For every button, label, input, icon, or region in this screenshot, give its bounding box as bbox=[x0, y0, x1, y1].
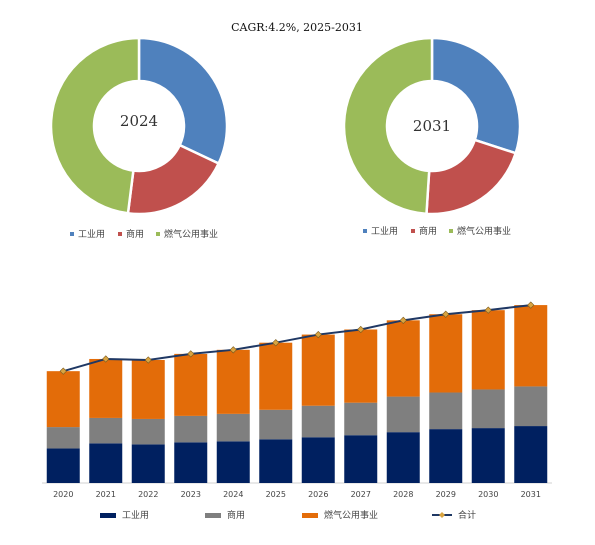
donut-slice-0-2 bbox=[49, 36, 141, 215]
total-marker-2021 bbox=[102, 355, 110, 363]
legend-swatch-0-0 bbox=[70, 232, 74, 236]
legend-label-0-2: 燃气公用事业 bbox=[164, 228, 218, 240]
x-tick-label-2024: 2024 bbox=[223, 490, 243, 499]
donut-center-label-2031: 2031 bbox=[413, 117, 451, 135]
bar-2030-1 bbox=[471, 389, 505, 429]
bar-2028-2 bbox=[386, 320, 420, 397]
bar-2029-2 bbox=[429, 314, 463, 393]
total-marker-2029 bbox=[442, 310, 450, 318]
x-tick-label-2022: 2022 bbox=[138, 490, 158, 499]
bar-2021-1 bbox=[89, 417, 123, 444]
donut-legend-2031: 工业用 商用 燃气公用事业 bbox=[363, 225, 511, 237]
stacked-bar-chart: 2020 2021 2022 2023 2024 2025 2026 2027 2028 2029… bbox=[42, 301, 552, 499]
bar-2025-0 bbox=[259, 439, 293, 483]
x-tick-label-2023: 2023 bbox=[181, 490, 201, 499]
donut-slice-0-0 bbox=[137, 36, 229, 166]
bar-legend-swatch-1 bbox=[205, 513, 221, 518]
x-tick-label-2028: 2028 bbox=[393, 490, 413, 499]
bar-2025-2 bbox=[259, 342, 293, 410]
total-marker-2031 bbox=[527, 301, 535, 309]
donut-slice-1-2 bbox=[342, 36, 434, 216]
chart-title: CAGR:4.2%, 2025-2031 bbox=[231, 21, 363, 34]
bar-2024-2 bbox=[216, 349, 250, 414]
bar-2022-1 bbox=[131, 418, 165, 445]
bar-legend-label-total: 合计 bbox=[458, 509, 476, 521]
total-marker-2020 bbox=[59, 367, 67, 375]
bar-legend-swatch-0 bbox=[100, 513, 116, 518]
x-tick-label-2031: 2031 bbox=[521, 490, 541, 499]
x-tick-label-2027: 2027 bbox=[351, 490, 371, 499]
bar-2027-2 bbox=[344, 329, 378, 403]
total-marker-2026 bbox=[314, 330, 322, 339]
bar-2028-0 bbox=[386, 432, 420, 483]
bar-2025-1 bbox=[259, 409, 293, 440]
bar-2020-2 bbox=[46, 371, 80, 428]
bar-2023-0 bbox=[174, 442, 208, 483]
bar-2029-1 bbox=[429, 392, 463, 430]
legend-label-1-2: 燃气公用事业 bbox=[457, 225, 511, 237]
total-marker-2024 bbox=[229, 346, 237, 354]
bar-2022-0 bbox=[131, 444, 165, 483]
x-tick-label-2021: 2021 bbox=[96, 490, 116, 499]
bar-legend-label-0: 工业用 bbox=[122, 510, 149, 521]
bar-legend-line-marker bbox=[439, 512, 445, 518]
total-marker-2022 bbox=[144, 356, 152, 364]
bar-2023-1 bbox=[174, 415, 208, 443]
donut-chart-2024 bbox=[49, 36, 229, 216]
legend-label-1-1: 商用 bbox=[419, 225, 437, 237]
x-tick-label-2030: 2030 bbox=[478, 490, 498, 499]
bar-2024-1 bbox=[216, 413, 250, 442]
total-marker-2027 bbox=[357, 325, 365, 334]
bar-2028-1 bbox=[386, 396, 420, 433]
bar-legend-swatch-2 bbox=[302, 513, 318, 518]
bar-2031-1 bbox=[514, 386, 548, 427]
bar-legend: 工业用 商用 燃气公用事业 合计 bbox=[100, 509, 476, 521]
total-marker-2030 bbox=[484, 306, 492, 314]
donut-center-label-2024: 2024 bbox=[120, 112, 158, 130]
donut-slice-1-1 bbox=[425, 138, 518, 216]
legend-label-0-1: 商用 bbox=[126, 228, 144, 240]
donut-chart-2031 bbox=[342, 36, 522, 216]
bar-2020-1 bbox=[46, 427, 80, 449]
x-tick-label-2029: 2029 bbox=[436, 490, 456, 499]
x-tick-label-2020: 2020 bbox=[53, 490, 73, 499]
legend-swatch-1-1 bbox=[411, 229, 415, 233]
bar-2021-2 bbox=[89, 358, 123, 418]
legend-label-1-0: 工业用 bbox=[371, 226, 398, 237]
legend-swatch-1-2 bbox=[449, 229, 453, 233]
bar-2022-2 bbox=[131, 359, 165, 419]
bar-2027-0 bbox=[344, 435, 378, 483]
bar-2031-2 bbox=[514, 305, 548, 387]
total-marker-2025 bbox=[272, 339, 280, 347]
x-tick-label-2026: 2026 bbox=[308, 490, 328, 499]
total-marker-2023 bbox=[187, 350, 195, 358]
bar-2029-0 bbox=[429, 429, 463, 483]
bar-2027-1 bbox=[344, 402, 378, 436]
donut-legend-2024: 工业用 商用 燃气公用事业 bbox=[70, 228, 218, 240]
total-line bbox=[62, 304, 531, 373]
bar-2030-2 bbox=[471, 310, 505, 390]
legend-label-0-0: 工业用 bbox=[78, 229, 105, 240]
x-tick-label-2025: 2025 bbox=[266, 490, 286, 499]
bar-legend-label-2: 燃气公用事业 bbox=[324, 509, 378, 521]
bar-2020-0 bbox=[46, 448, 80, 483]
bar-2026-1 bbox=[301, 405, 335, 438]
bar-legend-label-1: 商用 bbox=[227, 509, 245, 521]
bar-2021-0 bbox=[89, 443, 123, 483]
legend-swatch-0-1 bbox=[118, 232, 122, 236]
bar-2023-2 bbox=[174, 353, 208, 416]
legend-swatch-0-2 bbox=[156, 232, 160, 236]
bar-2031-0 bbox=[514, 426, 548, 483]
legend-swatch-1-0 bbox=[363, 229, 367, 233]
bar-2026-0 bbox=[301, 437, 335, 483]
bar-2024-0 bbox=[216, 441, 250, 483]
bar-2030-0 bbox=[471, 428, 505, 483]
total-marker-2028 bbox=[399, 316, 407, 324]
donut-slice-1-0 bbox=[430, 36, 522, 155]
bar-2026-2 bbox=[301, 334, 335, 406]
